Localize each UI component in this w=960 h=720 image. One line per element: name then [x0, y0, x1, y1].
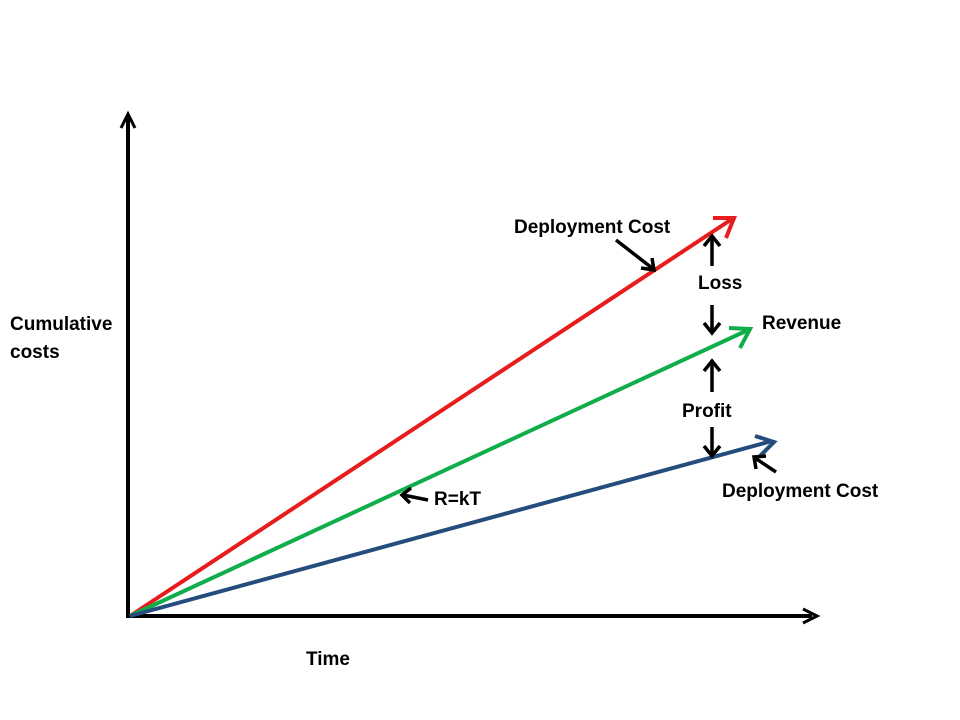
- deployment-cost-low-label: Deployment Cost: [722, 481, 879, 502]
- y-axis-label-line2: costs: [10, 342, 60, 363]
- deployment-cost-high-line: [128, 217, 734, 618]
- y-axis-arrowhead: [119, 110, 137, 129]
- revenue-label: Revenue: [762, 313, 842, 334]
- deployment-cost-low-arrowhead: [754, 434, 778, 458]
- pointer-to-blue-line: [751, 454, 777, 474]
- profit-gap-up-arrow: [702, 358, 722, 392]
- loss-gap-down-arrow: [702, 305, 722, 336]
- loss-label: Loss: [698, 273, 743, 294]
- pointer-to-red-line: [614, 238, 657, 273]
- revenue-formula-label: R=kT: [434, 489, 481, 510]
- loss-gap-up-arrow: [702, 233, 722, 266]
- x-axis-label: Time: [306, 649, 351, 670]
- deployment-cost-high-arrowhead: [713, 216, 737, 239]
- deployment-cost-high-label: Deployment Cost: [514, 217, 671, 238]
- y-axis-label-line1: Cumulative: [10, 314, 113, 335]
- deployment-cost-low-line: [129, 439, 773, 618]
- x-axis-arrowhead: [802, 607, 821, 625]
- profit-gap-down-arrow: [702, 427, 722, 459]
- pointer-to-green-line: [399, 486, 429, 505]
- revenue-arrowhead: [728, 326, 754, 349]
- revenue-line: [129, 328, 749, 618]
- profit-label: Profit: [682, 401, 732, 422]
